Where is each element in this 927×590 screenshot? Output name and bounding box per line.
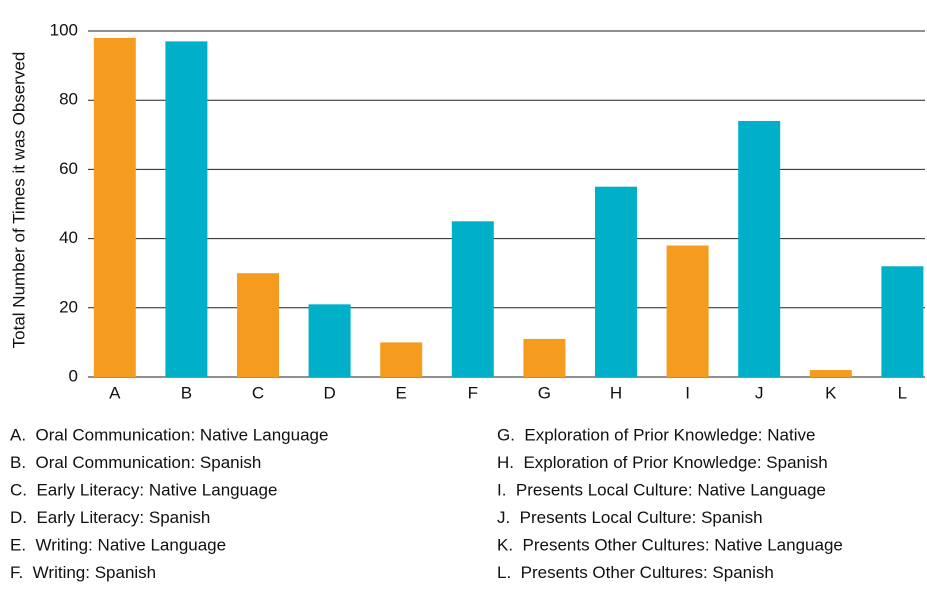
bar: [809, 370, 852, 377]
bar: [738, 120, 781, 378]
x-tick-label: D: [323, 383, 335, 402]
bar: [308, 304, 351, 377]
x-tick-label: I: [685, 383, 690, 402]
bar: [595, 186, 637, 377]
legend-item: I. Presents Local Culture: Native Langua…: [497, 480, 826, 499]
y-tick-label: 0: [69, 366, 78, 385]
x-tick-label: J: [755, 383, 764, 402]
legend-item: L. Presents Other Cultures: Spanish: [497, 563, 774, 582]
y-tick-label: 80: [59, 90, 78, 109]
x-tick-label: H: [610, 383, 622, 402]
legend-item: D. Early Literacy: Spanish: [10, 508, 210, 527]
x-tick-label: K: [825, 383, 837, 402]
x-tick-label: A: [109, 383, 121, 402]
bar: [165, 41, 208, 377]
legend-item: C. Early Literacy: Native Language: [10, 480, 277, 499]
y-tick-label: 40: [59, 228, 78, 247]
y-axis-label: Total Number of Times it was Observed: [9, 52, 28, 349]
bar: [451, 221, 494, 377]
legend-item: K. Presents Other Cultures: Native Langu…: [497, 535, 843, 554]
x-tick-label: G: [538, 383, 551, 402]
x-tick-label: C: [252, 383, 264, 402]
y-tick-label: 20: [59, 297, 78, 316]
bar: [666, 245, 709, 377]
y-tick-label: 60: [59, 159, 78, 178]
y-tick-label: 100: [50, 20, 78, 39]
legend-item: E. Writing: Native Language: [10, 535, 226, 554]
legend-item: H. Exploration of Prior Knowledge: Spani…: [497, 453, 828, 472]
x-tick-label: L: [898, 383, 907, 402]
bar: [93, 37, 136, 378]
x-tick-label: F: [468, 383, 478, 402]
legend-item: J. Presents Local Culture: Spanish: [497, 508, 763, 527]
bar: [881, 266, 924, 377]
bar: [523, 338, 566, 377]
x-tick-label: B: [181, 383, 192, 402]
x-tick-label: E: [396, 383, 407, 402]
bar: [380, 342, 423, 377]
legend-item: F. Writing: Spanish: [10, 563, 156, 582]
bar: [237, 273, 279, 377]
legend-item: B. Oral Communication: Spanish: [10, 453, 261, 472]
legend-item: G. Exploration of Prior Knowledge: Nativ…: [497, 425, 815, 444]
legend-item: A. Oral Communication: Native Language: [10, 425, 328, 444]
